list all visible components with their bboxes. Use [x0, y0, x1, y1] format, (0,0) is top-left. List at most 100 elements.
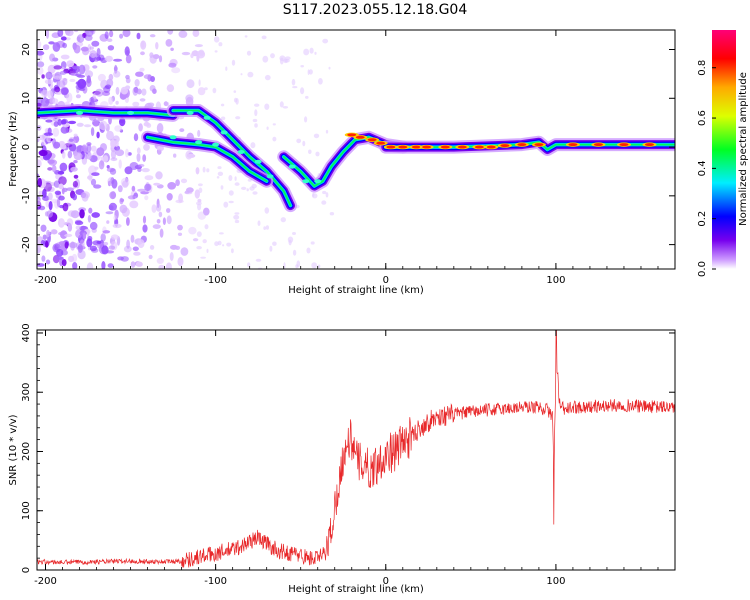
heatmap-noise-blob: [120, 256, 129, 262]
heatmap-patch: [314, 179, 322, 184]
heatmap-noise-blob: [231, 59, 236, 66]
heatmap-noise-blob: [313, 133, 320, 139]
heatmap-noise-blob: [108, 245, 116, 250]
heatmap-noise-blob: [228, 190, 234, 196]
heatmap-noise-blob: [216, 176, 220, 179]
heatmap-noise-blob: [94, 88, 104, 97]
heatmap-noise-blob: [249, 186, 255, 191]
heatmap-noise-blob: [101, 245, 109, 255]
heatmap-noise-blob: [86, 238, 93, 248]
heatmap-noise-blob: [37, 199, 41, 207]
heatmap-noise-blob: [262, 55, 269, 63]
heatmap-noise-blob: [73, 174, 79, 179]
heatmap-noise-blob: [165, 262, 172, 269]
spectrogram-xtick-label: -100: [204, 275, 227, 286]
spectrogram-ytick-label: -10: [21, 188, 32, 204]
heatmap-noise-blob: [40, 239, 46, 246]
heatmap-noise-blob: [263, 226, 267, 231]
heatmap-noise-blob: [156, 123, 164, 133]
heatmap-noise-blob: [317, 264, 321, 269]
heatmap-patch: [203, 115, 211, 120]
heatmap-noise-blob: [175, 245, 181, 250]
heatmap-noise-blob: [69, 242, 78, 249]
heatmap-peak-core: [500, 144, 510, 148]
heatmap-noise-blob: [247, 178, 252, 182]
heatmap-noise-blob: [37, 40, 42, 49]
heatmap-noise-blob: [93, 120, 99, 127]
heatmap-noise-blob: [112, 223, 122, 229]
heatmap-noise-blob: [140, 40, 147, 50]
heatmap-noise-blob: [37, 236, 42, 245]
heatmap-noise-blob: [98, 120, 108, 131]
heatmap-noise-blob: [143, 143, 150, 151]
heatmap-noise-blob: [77, 243, 83, 253]
heatmap-noise-blob: [97, 73, 106, 82]
heatmap-noise-blob: [167, 30, 174, 35]
heatmap-noise-blob: [74, 220, 84, 226]
heatmap-noise-blob: [203, 207, 210, 216]
heatmap-noise-blob: [156, 219, 161, 224]
heatmap-peak-core: [486, 145, 496, 149]
heatmap-noise-blob: [246, 50, 252, 56]
heatmap-noise-blob: [70, 166, 78, 172]
heatmap-noise-blob: [328, 66, 331, 70]
heatmap-noise-blob: [124, 46, 130, 57]
heatmap-noise-blob: [72, 262, 78, 269]
heatmap-noise-blob: [177, 232, 183, 236]
heatmap-noise-blob: [179, 128, 185, 133]
heatmap-noise-blob: [45, 71, 53, 80]
heatmap-noise-blob: [284, 56, 291, 60]
heatmap-noise-blob: [197, 129, 201, 138]
heatmap-noise-blob: [73, 160, 78, 164]
heatmap-peak-core: [398, 145, 408, 149]
heatmap-noise-blob: [192, 30, 200, 37]
heatmap-noise-blob: [282, 106, 289, 109]
heatmap-noise-blob: [119, 197, 124, 205]
heatmap-noise-blob: [198, 183, 203, 187]
heatmap-noise-blob: [66, 218, 74, 227]
heatmap-noise-blob: [42, 195, 50, 201]
heatmap-noise-blob: [141, 168, 150, 173]
heatmap-noise-blob: [107, 45, 115, 51]
heatmap-noise-blob: [149, 245, 155, 250]
heatmap-noise-blob: [59, 143, 67, 150]
heatmap-noise-blob: [322, 38, 329, 44]
heatmap-noise-blob: [126, 217, 130, 226]
heatmap-noise-blob: [300, 87, 305, 95]
heatmap-noise-blob: [114, 140, 119, 147]
heatmap-noise-blob: [204, 224, 209, 230]
figure-title: S117.2023.055.12.18.G04: [283, 2, 468, 18]
heatmap-noise-blob: [280, 217, 286, 223]
heatmap-noise-blob: [217, 240, 222, 246]
heatmap-noise-blob: [141, 88, 147, 96]
heatmap-noise-blob: [61, 187, 65, 195]
heatmap-noise-blob: [51, 198, 58, 204]
heatmap-noise-blob: [46, 135, 51, 143]
heatmap-noise-blob: [113, 58, 123, 62]
heatmap-noise-blob: [132, 194, 136, 200]
heatmap-noise-blob: [40, 224, 47, 232]
heatmap-noise-blob: [59, 162, 68, 172]
heatmap-noise-blob: [244, 35, 248, 38]
heatmap-noise-blob: [113, 70, 121, 78]
heatmap-noise-blob: [57, 119, 62, 126]
colorbar: 0.0 0.2 0.4 0.6 0.8 Normalized spectral ampl…: [697, 30, 749, 277]
heatmap-noise-blob: [225, 66, 228, 71]
heatmap-noise-blob: [58, 231, 66, 236]
heatmap-noise-blob: [79, 209, 85, 219]
heatmap-noise-blob: [48, 159, 58, 166]
heatmap-noise-blob: [272, 241, 277, 246]
heatmap-noise-blob: [53, 65, 62, 70]
heatmap-noise-blob: [52, 98, 59, 105]
heatmap-noise-blob: [206, 168, 210, 173]
heatmap-noise-blob: [108, 96, 114, 105]
heatmap-peak-core: [411, 145, 421, 149]
heatmap-noise-blob: [60, 126, 69, 134]
heatmap-noise-blob: [64, 30, 71, 36]
heatmap-noise-blob: [110, 191, 116, 199]
heatmap-noise-blob: [76, 122, 84, 127]
heatmap-noise-blob: [222, 244, 225, 247]
heatmap-noise-blob: [110, 139, 116, 149]
heatmap-noise-blob: [106, 130, 114, 141]
heatmap-noise-blob: [125, 148, 129, 158]
